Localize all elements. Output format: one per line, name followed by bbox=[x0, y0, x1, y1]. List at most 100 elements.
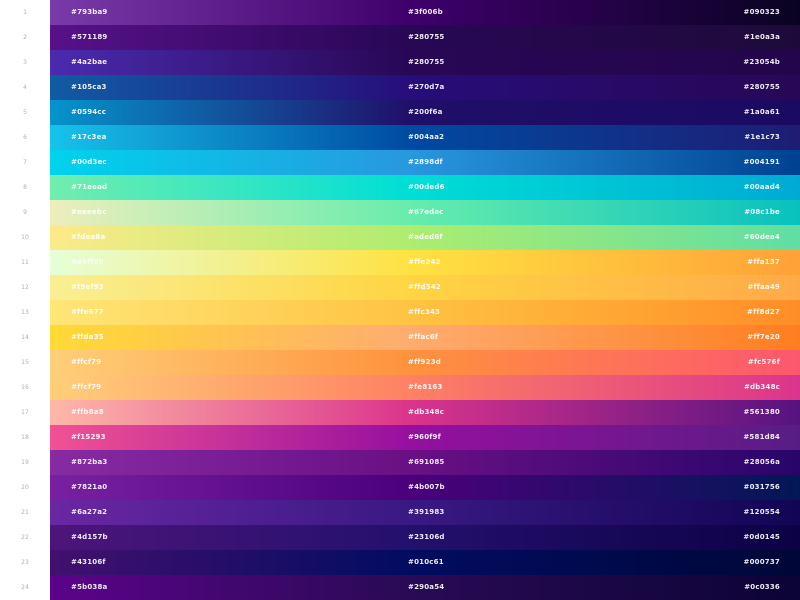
gradient-strip[interactable]: #ffda35 #ffac6f #ff7e20 bbox=[50, 325, 800, 350]
mid-color-code[interactable]: #200f6a bbox=[408, 108, 443, 116]
left-color-code[interactable]: #f15293 bbox=[71, 433, 106, 441]
left-color-code[interactable]: #5b038a bbox=[71, 583, 108, 591]
gradient-strip[interactable]: #17c3ea #004aa2 #1e1c73 bbox=[50, 125, 800, 150]
gradient-strip[interactable]: #fdea8a #aded6f #60dea4 bbox=[50, 225, 800, 250]
gradient-strip[interactable]: #f15293 #960f9f #581d84 bbox=[50, 425, 800, 450]
mid-color-code[interactable]: #db348c bbox=[408, 408, 445, 416]
left-color-code[interactable]: #e6ffd9 bbox=[71, 258, 104, 266]
right-color-code[interactable]: #00aad4 bbox=[743, 183, 780, 191]
left-color-code[interactable]: #ffcf79 bbox=[71, 358, 102, 366]
right-color-code[interactable]: #28056a bbox=[743, 458, 780, 466]
right-color-code[interactable]: #60dea4 bbox=[743, 233, 780, 241]
mid-color-code[interactable]: #010c61 bbox=[408, 558, 444, 566]
gradient-strip[interactable]: #71eead #00ded6 #00aad4 bbox=[50, 175, 800, 200]
gradient-strip[interactable]: #4d157b #23106d #0d0145 bbox=[50, 525, 800, 550]
gradient-strip[interactable]: #793ba9 #3f006b #090323 bbox=[50, 0, 800, 25]
right-color-code[interactable]: #280755 bbox=[743, 83, 780, 91]
mid-color-code[interactable]: #270d7a bbox=[408, 83, 445, 91]
mid-color-code[interactable]: #ffe242 bbox=[408, 258, 441, 266]
right-color-code[interactable]: #000737 bbox=[743, 558, 780, 566]
left-color-code[interactable]: #00d3ec bbox=[71, 158, 107, 166]
mid-color-code[interactable]: #391983 bbox=[408, 508, 445, 516]
right-color-code[interactable]: #1a0a61 bbox=[743, 108, 780, 116]
mid-color-code[interactable]: #280755 bbox=[408, 33, 445, 41]
gradient-strip[interactable]: #5b038a #290a54 #0c0336 bbox=[50, 575, 800, 600]
mid-color-code[interactable]: #2898df bbox=[408, 158, 443, 166]
row-number: 7 bbox=[0, 150, 50, 175]
left-color-code[interactable]: #105ca3 bbox=[71, 83, 107, 91]
right-color-code[interactable]: #004191 bbox=[743, 158, 780, 166]
gradient-strip[interactable]: #6a27a2 #391983 #120554 bbox=[50, 500, 800, 525]
right-color-code[interactable]: #ff7e20 bbox=[747, 333, 780, 341]
mid-color-code[interactable]: #ffc343 bbox=[408, 308, 441, 316]
mid-color-code[interactable]: #3f006b bbox=[408, 8, 443, 16]
mid-color-code[interactable]: #67edac bbox=[408, 208, 444, 216]
right-color-code[interactable]: #581d84 bbox=[743, 433, 780, 441]
right-color-code[interactable]: #1e0a3a bbox=[743, 33, 780, 41]
left-color-code[interactable]: #71eead bbox=[71, 183, 108, 191]
right-color-code[interactable]: #120554 bbox=[743, 508, 780, 516]
right-color-code[interactable]: #08c1be bbox=[744, 208, 780, 216]
gradient-strip[interactable]: #ffe677 #ffc343 #ff8d27 bbox=[50, 300, 800, 325]
right-color-code[interactable]: #561380 bbox=[743, 408, 780, 416]
palette-row: 12 #f9ef93 #ffd542 #ffaa49 bbox=[0, 275, 800, 300]
gradient-strip[interactable]: #4a2bae #280755 #23054b bbox=[50, 50, 800, 75]
gradient-strip[interactable]: #43106f #010c61 #000737 bbox=[50, 550, 800, 575]
mid-color-code[interactable]: #ffd542 bbox=[408, 283, 441, 291]
right-color-code[interactable]: #ffa137 bbox=[747, 258, 780, 266]
mid-color-code[interactable]: #00ded6 bbox=[408, 183, 445, 191]
mid-color-code[interactable]: #ff923d bbox=[408, 358, 441, 366]
gradient-strip[interactable]: #872ba3 #691085 #28056a bbox=[50, 450, 800, 475]
gradient-strip[interactable]: #0594cc #200f6a #1a0a61 bbox=[50, 100, 800, 125]
left-color-code[interactable]: #7821a0 bbox=[71, 483, 108, 491]
right-color-code[interactable]: #1e1c73 bbox=[744, 133, 780, 141]
right-color-code[interactable]: #fc576f bbox=[747, 358, 780, 366]
mid-color-code[interactable]: #aded6f bbox=[408, 233, 443, 241]
mid-color-code[interactable]: #290a54 bbox=[408, 583, 445, 591]
gradient-strip[interactable]: #7821a0 #4b007b #031756 bbox=[50, 475, 800, 500]
left-color-code[interactable]: #793ba9 bbox=[71, 8, 108, 16]
mid-color-code[interactable]: #004aa2 bbox=[408, 133, 445, 141]
left-color-code[interactable]: #872ba3 bbox=[71, 458, 108, 466]
left-color-code[interactable]: #0594cc bbox=[71, 108, 107, 116]
left-color-code[interactable]: #17c3ea bbox=[71, 133, 107, 141]
gradient-strip[interactable]: #e6ffd9 #ffe242 #ffa137 bbox=[50, 250, 800, 275]
left-color-code[interactable]: #ffb8a8 bbox=[71, 408, 104, 416]
left-color-code[interactable]: #4a2bae bbox=[71, 58, 108, 66]
left-color-code[interactable]: #ffcf79 bbox=[71, 383, 102, 391]
gradient-strip[interactable]: #105ca3 #270d7a #280755 bbox=[50, 75, 800, 100]
right-color-code[interactable]: #0c0336 bbox=[744, 583, 780, 591]
gradient-strip[interactable]: #eeeebc #67edac #08c1be bbox=[50, 200, 800, 225]
mid-color-code[interactable]: #23106d bbox=[408, 533, 445, 541]
right-color-code[interactable]: #090323 bbox=[743, 8, 780, 16]
gradient-strip[interactable]: #f9ef93 #ffd542 #ffaa49 bbox=[50, 275, 800, 300]
row-number: 17 bbox=[0, 400, 50, 425]
left-color-code[interactable]: #6a27a2 bbox=[71, 508, 108, 516]
mid-color-code[interactable]: #960f9f bbox=[408, 433, 441, 441]
mid-color-code[interactable]: #691085 bbox=[408, 458, 445, 466]
right-color-code[interactable]: #ffaa49 bbox=[747, 283, 780, 291]
right-color-code[interactable]: #23054b bbox=[743, 58, 780, 66]
gradient-strip[interactable]: #ffb8a8 #db348c #561380 bbox=[50, 400, 800, 425]
left-color-code[interactable]: #ffe677 bbox=[71, 308, 104, 316]
gradient-strip[interactable]: #00d3ec #2898df #004191 bbox=[50, 150, 800, 175]
gradient-strip[interactable]: #ffcf79 #ff923d #fc576f bbox=[50, 350, 800, 375]
mid-color-code[interactable]: #4b007b bbox=[408, 483, 445, 491]
gradient-strip[interactable]: #ffcf79 #fe8163 #db348c bbox=[50, 375, 800, 400]
left-color-code[interactable]: #ffda35 bbox=[71, 333, 104, 341]
right-color-code[interactable]: #0d0145 bbox=[743, 533, 780, 541]
gradient-strip[interactable]: #571189 #280755 #1e0a3a bbox=[50, 25, 800, 50]
mid-color-code[interactable]: #ffac6f bbox=[408, 333, 439, 341]
mid-color-code[interactable]: #fe8163 bbox=[408, 383, 443, 391]
right-color-code[interactable]: #ff8d27 bbox=[747, 308, 780, 316]
left-color-code[interactable]: #f9ef93 bbox=[71, 283, 104, 291]
mid-color-code[interactable]: #280755 bbox=[408, 58, 445, 66]
left-color-code[interactable]: #eeeebc bbox=[71, 208, 107, 216]
row-number: 11 bbox=[0, 250, 50, 275]
right-color-code[interactable]: #031756 bbox=[743, 483, 780, 491]
left-color-code[interactable]: #fdea8a bbox=[71, 233, 106, 241]
left-color-code[interactable]: #571189 bbox=[71, 33, 108, 41]
left-color-code[interactable]: #4d157b bbox=[71, 533, 108, 541]
left-color-code[interactable]: #43106f bbox=[71, 558, 106, 566]
right-color-code[interactable]: #db348c bbox=[743, 383, 780, 391]
